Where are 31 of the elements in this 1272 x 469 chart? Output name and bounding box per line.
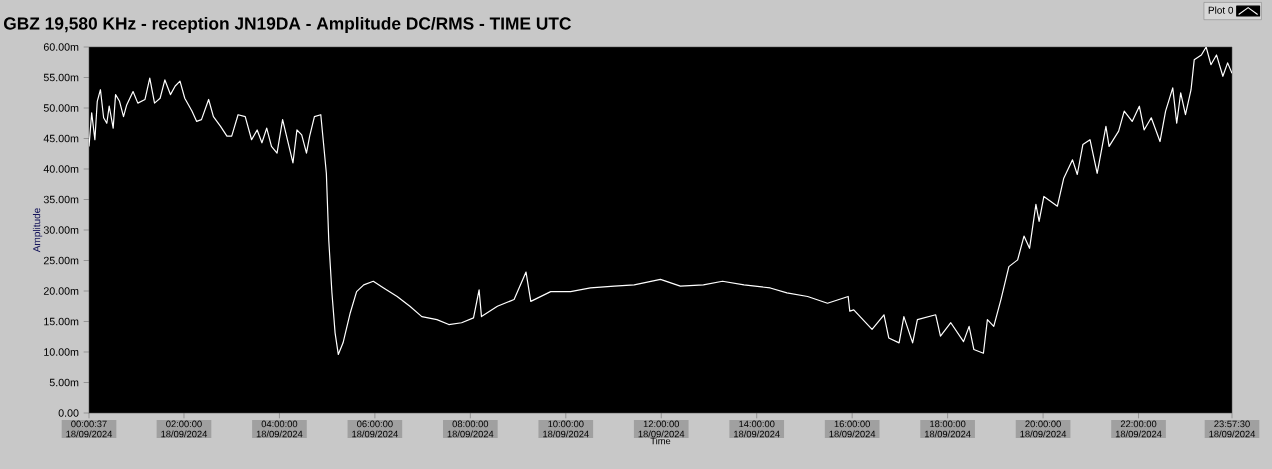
x-tick-label: 10:00:00 18/09/2024	[543, 420, 589, 438]
x-tick-label: 12:00:00 18/09/2024	[638, 420, 685, 438]
y-tick-label: 50.00m	[43, 104, 79, 112]
x-tick-label: 02:00:00 18/09/2024	[161, 420, 208, 438]
x-tick-label: 14:00:00 18/09/2024	[734, 420, 780, 438]
y-tick-label: 20.00m	[43, 287, 79, 295]
y-tick-label: 15.00m	[44, 317, 79, 326]
y-tick-label: 25.00m	[43, 256, 79, 265]
x-axis-title: Time	[650, 437, 671, 445]
legend-label: Plot 0	[1208, 6, 1234, 14]
y-tick-label: 30.00m	[43, 226, 79, 234]
x-tick-label: 00:00:37 18/09/2024	[66, 420, 113, 438]
x-tick-label: 20:00:00 18/09/2024	[1020, 420, 1067, 438]
chart-title: GBZ 19,580 KHz - reception JN19DA - Amplitude DC/RMS - TIME UTC	[3, 16, 571, 34]
x-tick-label: 18:00:00 18/09/2024	[924, 420, 971, 438]
x-tick-label: 23:57:30 18/09/2024	[1209, 420, 1256, 438]
y-tick-label: 35.00m	[43, 195, 79, 204]
x-tick-label: 22:00:00 18/09/2024	[1115, 420, 1162, 438]
x-tick-label: 08:00:00 18/09/2024	[447, 420, 494, 438]
y-tick-label: 45.00m	[43, 134, 79, 143]
x-tick-label: 16:00:00 18/09/2024	[829, 420, 876, 438]
x-tick-label: 04:00:00 18/09/2024	[256, 420, 303, 438]
line-series	[89, 47, 1232, 356]
y-tick-label: 5.00m	[49, 378, 79, 387]
y-tick-label: 60.00m	[43, 43, 79, 51]
y-tick-label: 40.00m	[43, 165, 79, 173]
y-tick-label: 55.00m	[43, 73, 79, 82]
y-tick-label: 10.00m	[44, 348, 79, 356]
x-tick-label: 06:00:00 18/09/2024	[352, 420, 398, 438]
y-tick-label: 0.00	[58, 409, 79, 417]
y-axis-title: Amplitude	[32, 208, 43, 253]
